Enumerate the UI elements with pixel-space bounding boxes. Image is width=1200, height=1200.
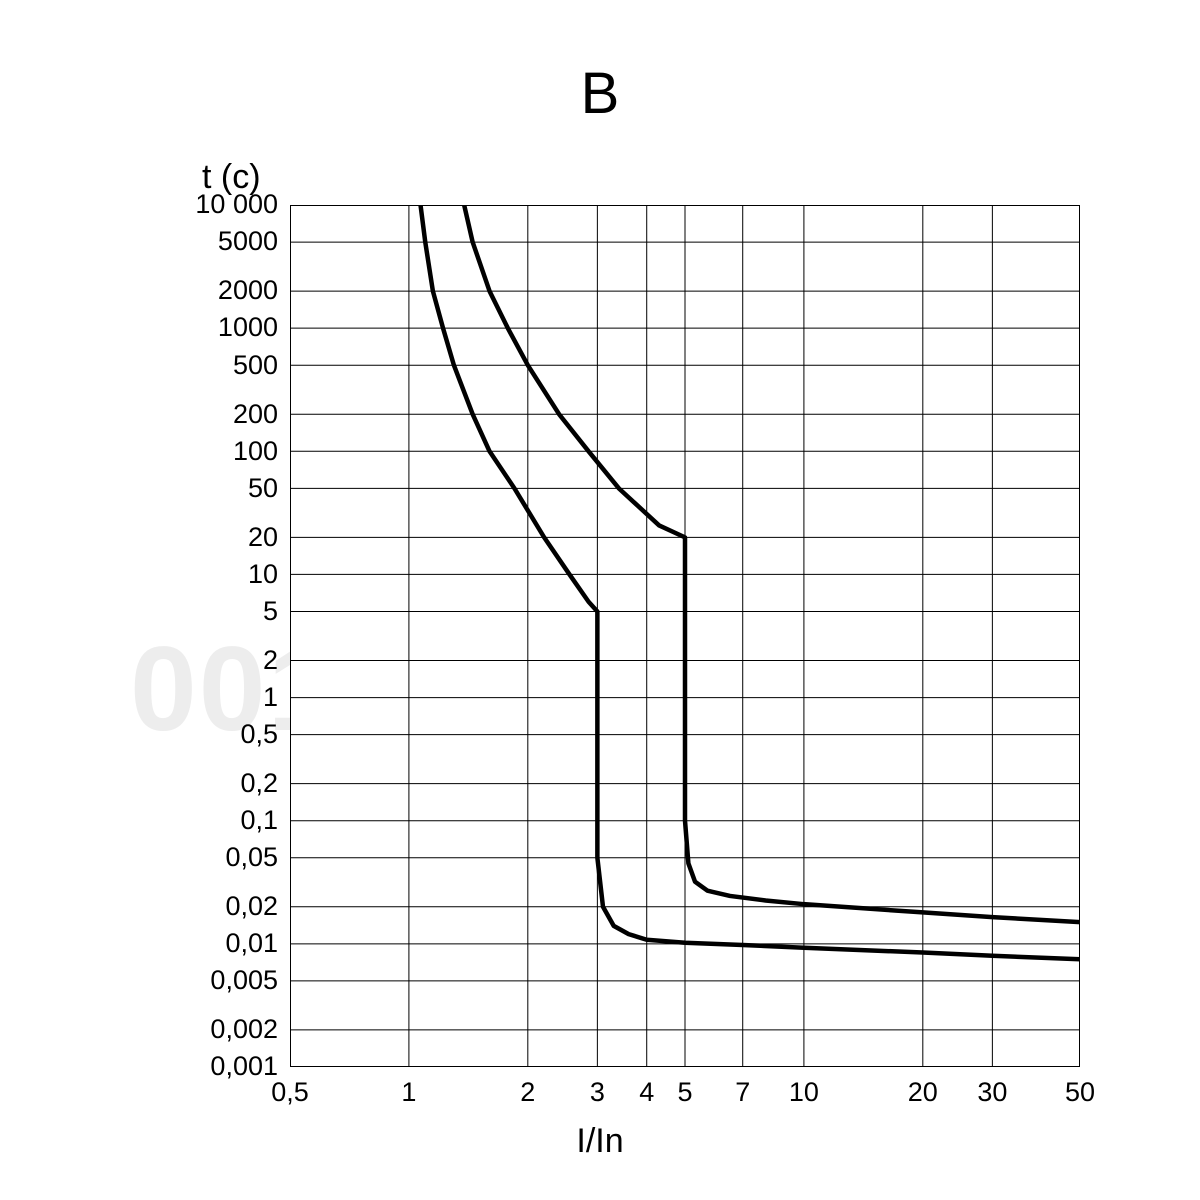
x-tick-label: 0,5: [271, 1077, 309, 1108]
y-tick-label: 2000: [218, 275, 278, 306]
x-tick-label: 4: [639, 1077, 654, 1108]
y-tick-label: 1000: [218, 312, 278, 343]
y-tick-label: 100: [233, 436, 278, 467]
y-tick-label: 2: [263, 645, 278, 676]
y-tick-label: 5000: [218, 226, 278, 257]
x-tick-label: 3: [590, 1077, 605, 1108]
x-tick-label: 50: [1065, 1077, 1095, 1108]
y-tick-label: 0,1: [240, 805, 278, 836]
y-tick-label: 0,002: [210, 1014, 278, 1045]
x-tick-label: 2: [520, 1077, 535, 1108]
y-tick-label: 0,001: [210, 1051, 278, 1082]
y-tick-label: 0,2: [240, 768, 278, 799]
x-tick-label: 20: [908, 1077, 938, 1108]
y-tick-label: 0,005: [210, 965, 278, 996]
x-tick-label: 10: [789, 1077, 819, 1108]
x-tick-label: 1: [401, 1077, 416, 1108]
y-tick-label: 500: [233, 350, 278, 381]
y-tick-label: 200: [233, 399, 278, 430]
x-axis-label: I/In: [0, 1122, 1200, 1161]
y-tick-label: 10: [248, 559, 278, 590]
y-tick-label: 1: [263, 682, 278, 713]
x-tick-label: 30: [977, 1077, 1007, 1108]
y-tick-label: 10 000: [195, 189, 278, 220]
y-tick-label: 50: [248, 473, 278, 504]
y-tick-label: 0,05: [225, 842, 278, 873]
y-tick-label: 0,5: [240, 719, 278, 750]
x-tick-label: 5: [677, 1077, 692, 1108]
y-tick-label: 20: [248, 522, 278, 553]
y-tick-label: 0,01: [225, 928, 278, 959]
chart-plot-area: [290, 205, 1080, 1067]
x-tick-label: 7: [735, 1077, 750, 1108]
y-tick-label: 5: [263, 596, 278, 627]
page-root: 001.com.ua B t (c) I/In 10 0005000200010…: [0, 0, 1200, 1200]
y-tick-label: 0,02: [225, 891, 278, 922]
chart-title: B: [0, 60, 1200, 127]
